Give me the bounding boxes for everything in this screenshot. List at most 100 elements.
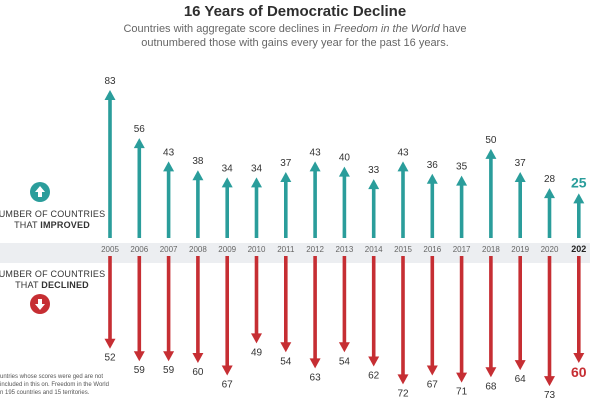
down-arrow-circle-icon <box>30 294 50 314</box>
year-label: 2005 <box>101 245 119 254</box>
declined-arrowhead <box>573 352 585 363</box>
declined-value-label: 63 <box>310 372 322 383</box>
year-label: 2014 <box>365 245 383 254</box>
improved-value-label: 43 <box>310 147 322 158</box>
up-arrow-circle-icon <box>30 182 50 202</box>
year-label: 2015 <box>394 245 412 254</box>
declined-value-label: 73 <box>544 390 556 401</box>
improved-value-label: 35 <box>456 162 468 173</box>
subtitle-text-end: have <box>439 23 467 35</box>
declined-value-label: 68 <box>485 381 497 392</box>
declined-value-label: 59 <box>163 365 175 376</box>
year-label: 2007 <box>160 245 178 254</box>
declined-arrowhead <box>368 356 380 367</box>
improved-arrowhead <box>192 170 204 181</box>
subtitle-text: Countries with aggregate score declines … <box>123 23 334 35</box>
legend-improved: UMBER OF COUNTRIES THAT IMPROVED <box>0 209 122 231</box>
declined-value-label: 71 <box>456 387 468 398</box>
declined-bar <box>459 256 464 375</box>
subtitle-line2: outnumbered those with gains every year … <box>141 37 449 49</box>
chart-subtitle: Countries with aggregate score declines … <box>0 22 590 50</box>
declined-bar <box>518 256 522 363</box>
improved-value-label: 34 <box>222 163 234 174</box>
improved-bar <box>108 98 112 238</box>
legend-improved-line2-bold: IMPROVED <box>40 220 90 230</box>
declined-value-label: 54 <box>339 356 351 367</box>
declined-arrowhead <box>104 338 116 349</box>
improved-value-label: 38 <box>192 156 204 167</box>
year-label: 2017 <box>453 245 471 254</box>
improved-value-label: 33 <box>368 165 380 176</box>
declined-bar <box>489 256 493 370</box>
improved-value-label: 25 <box>571 174 587 190</box>
declined-bar <box>547 256 552 379</box>
improved-value-label: 43 <box>163 147 175 158</box>
declined-arrowhead <box>309 358 321 369</box>
declined-arrowhead <box>544 376 555 387</box>
year-label: 2019 <box>511 245 529 254</box>
improved-bar <box>459 183 464 238</box>
improved-bar <box>430 181 435 238</box>
declined-arrowhead <box>192 352 204 363</box>
declined-arrowhead <box>133 351 145 362</box>
declined-value-label: 60 <box>571 364 587 380</box>
declined-value-label: 49 <box>251 347 263 358</box>
improved-arrowhead <box>485 148 497 159</box>
improved-arrowhead <box>544 188 555 199</box>
declined-arrowhead <box>280 342 292 353</box>
year-label: 2018 <box>482 245 500 254</box>
declined-value-label: 62 <box>368 371 380 382</box>
improved-bar <box>371 187 376 238</box>
improved-arrowhead <box>456 175 468 186</box>
declined-bar <box>108 256 112 341</box>
year-label: 2009 <box>218 245 236 254</box>
improved-arrowhead <box>163 161 175 172</box>
declined-arrowhead <box>163 351 175 362</box>
declined-arrowhead <box>397 374 409 385</box>
improved-arrowhead <box>309 161 321 172</box>
declined-bar <box>577 256 581 355</box>
year-label: 2012 <box>306 245 324 254</box>
footnote: untries whose scores were ged are not in… <box>0 374 109 396</box>
declined-bar <box>401 256 405 377</box>
year-label: 2016 <box>423 245 441 254</box>
improved-arrowhead <box>104 90 116 100</box>
declined-value-label: 54 <box>280 356 292 367</box>
declined-arrowhead <box>456 372 468 383</box>
year-label: 202 <box>571 244 586 254</box>
declined-arrowhead <box>221 365 233 376</box>
declined-bar <box>342 256 347 345</box>
improved-arrowhead <box>514 172 526 183</box>
declined-value-label: 60 <box>192 367 204 378</box>
improved-bar <box>342 174 347 238</box>
improved-arrowhead <box>221 177 233 188</box>
improved-value-label: 36 <box>427 160 439 171</box>
year-axis-band <box>0 243 590 263</box>
improved-bar <box>137 146 142 238</box>
improved-value-label: 83 <box>104 76 116 87</box>
declined-bar <box>284 256 288 345</box>
year-label: 2010 <box>248 245 266 254</box>
improved-arrowhead <box>397 161 409 172</box>
improved-bar <box>518 180 522 238</box>
declined-arrowhead <box>426 365 438 376</box>
declined-arrowhead <box>485 367 497 378</box>
declined-value-label: 52 <box>104 353 116 364</box>
legend-improved-line1: UMBER OF COUNTRIES <box>0 209 106 219</box>
improved-bar <box>313 169 317 238</box>
improved-value-label: 28 <box>544 174 556 185</box>
year-label: 2013 <box>336 245 354 254</box>
improved-arrowhead <box>338 166 350 177</box>
declined-bar <box>313 256 317 361</box>
declined-bar <box>137 256 142 354</box>
declined-arrowhead <box>514 360 526 371</box>
declined-value-label: 64 <box>515 374 527 385</box>
chart-title: 16 Years of Democratic Decline <box>183 3 407 20</box>
declined-bar <box>430 256 435 368</box>
improved-value-label: 40 <box>339 153 351 164</box>
improved-bar <box>196 178 200 238</box>
improved-value-label: 34 <box>251 163 263 174</box>
declined-arrowhead <box>338 342 350 353</box>
improved-bar <box>284 180 288 238</box>
